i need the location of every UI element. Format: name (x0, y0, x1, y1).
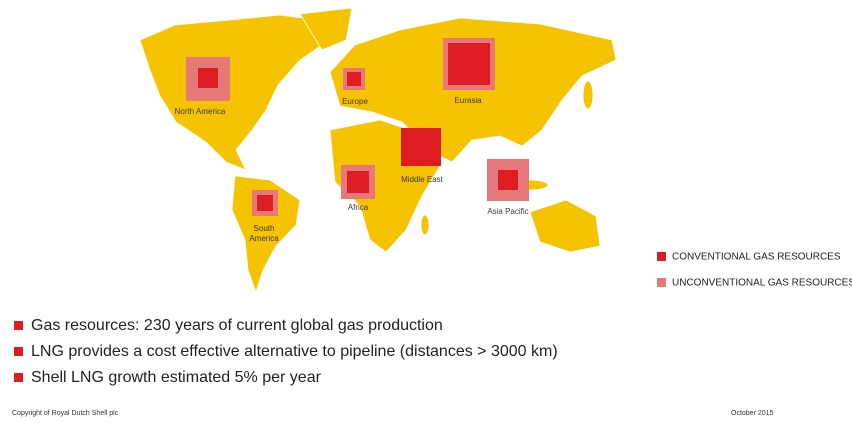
bullet-marker (14, 347, 23, 356)
region-labels: North America Europe Eurasia Middle East… (175, 96, 529, 243)
japan (582, 80, 594, 110)
world-map (139, 7, 617, 294)
middle-east-conventional (401, 128, 441, 166)
legend-swatch (657, 278, 666, 287)
bullet-text: Gas resources: 230 years of current glob… (31, 317, 443, 334)
region-label: Eurasia (454, 96, 482, 105)
region-label: America (249, 234, 279, 243)
eurasia-conventional (448, 43, 490, 85)
bullets: Gas resources: 230 years of current glob… (14, 317, 558, 386)
region-label: Europe (342, 97, 368, 106)
resource-squares (186, 38, 529, 216)
region-label: Africa (348, 203, 369, 212)
africa-conventional (347, 171, 369, 193)
footer-date: October 2015 (731, 410, 774, 417)
region-label: South (254, 224, 275, 233)
bullet-marker (14, 321, 23, 330)
greenland (299, 7, 353, 51)
legend: CONVENTIONAL GAS RESOURCES UNCONVENTIONA… (657, 252, 852, 289)
north-america-conventional (198, 68, 218, 88)
bullet-text: Shell LNG growth estimated 5% per year (31, 369, 322, 386)
footer-copyright: Copyright of Royal Dutch Shell plc (12, 410, 119, 417)
legend-label: CONVENTIONAL GAS RESOURCES (672, 252, 841, 263)
south-america (231, 175, 301, 294)
asia-pacific-conventional (498, 170, 518, 190)
legend-swatch (657, 252, 666, 261)
legend-label: UNCONVENTIONAL GAS RESOURCES (672, 278, 852, 289)
australia (529, 199, 601, 253)
europe-conventional (347, 72, 361, 86)
bullet-text: LNG provides a cost effective alternativ… (31, 343, 558, 360)
madagascar (420, 214, 430, 236)
south-america-conventional (257, 195, 273, 211)
region-label: Middle East (401, 175, 444, 184)
region-label: Asia Pacific (487, 207, 528, 216)
bullet-marker (14, 373, 23, 382)
north-america (139, 14, 331, 171)
region-label: North America (175, 107, 226, 116)
